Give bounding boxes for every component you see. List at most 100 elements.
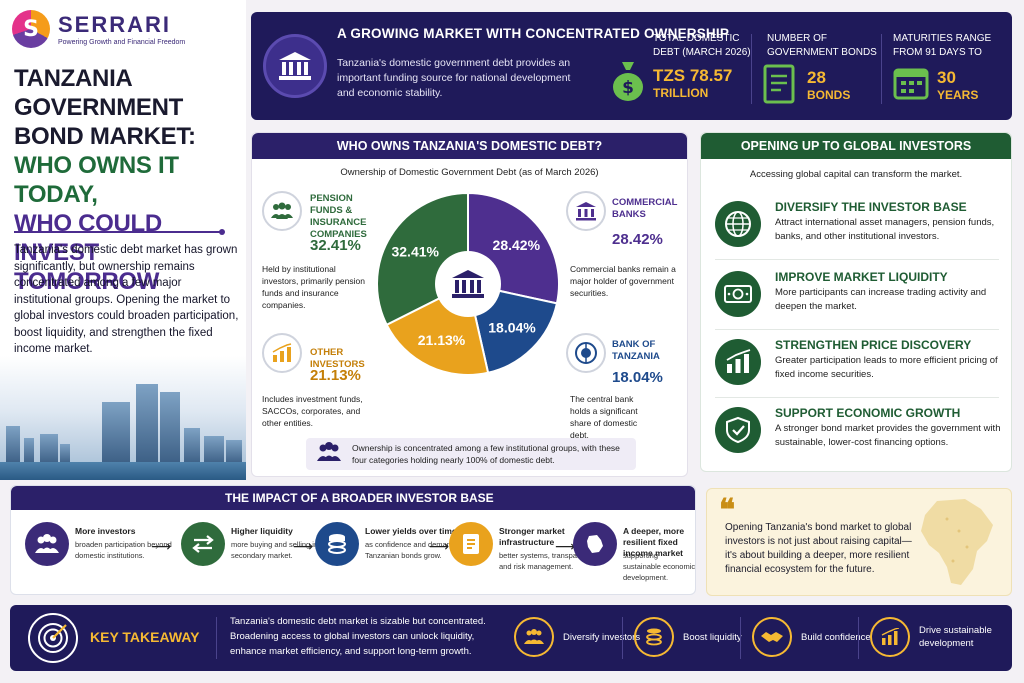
- divider: [715, 329, 999, 330]
- segment-bank-of-tanzania: Bank of Tanzania 18.04% The central bank…: [566, 333, 684, 440]
- pie-label-3: 21.13%: [418, 332, 466, 348]
- global-investors-panel: OPENING UP TO GLOBAL INVESTORS Accessing…: [700, 132, 1012, 472]
- impact-heading: THE IMPACT OF A BROADER INVESTOR BASE: [11, 486, 695, 510]
- bar-chart-icon: [715, 339, 761, 385]
- cash-icon: [715, 271, 761, 317]
- africa-map-icon: [921, 499, 993, 585]
- segment-other-investors: Other investors 21.13% Includes investme…: [262, 333, 374, 428]
- benefit-description: Greater participation leads to more effi…: [775, 355, 998, 380]
- benefit-title: Diversify the investor base: [775, 200, 967, 214]
- stat-value: 28: [807, 68, 826, 87]
- segment-description: The central bank holds a significant sha…: [570, 394, 638, 440]
- benefit-description: Attract international asset managers, pe…: [775, 217, 995, 242]
- global-subtitle: Accessing global capital can transform t…: [749, 169, 963, 180]
- pie-label-0: 32.41%: [391, 243, 439, 259]
- ownership-subtitle: Ownership of Domestic Government Debt (a…: [340, 167, 599, 178]
- step-title: More investors: [75, 526, 136, 536]
- stat-value: TZS 78.57: [653, 66, 733, 85]
- segment-description: Commercial banks remain a major holder o…: [570, 264, 676, 298]
- benefit-description: More participants can increase trading a…: [775, 287, 987, 312]
- growth-chart-icon: [262, 333, 302, 373]
- brand-name: SERRARI: [58, 12, 172, 37]
- takeaway-item-label: Diversify investors: [563, 631, 641, 643]
- takeaway-item-label: Drive sustainable development: [919, 625, 992, 649]
- people-icon: [25, 522, 69, 566]
- arrow-right-icon: ⟶: [555, 538, 576, 554]
- harbor-water: [0, 462, 246, 480]
- banner-title: A GROWING MARKET WITH CONCENTRATED OWNER…: [337, 26, 730, 41]
- segment-name: Other investors: [310, 347, 365, 370]
- arrow-right-icon: ⟶: [151, 538, 172, 554]
- divider: [740, 617, 741, 659]
- step-title: Higher liquidity: [231, 526, 293, 536]
- step-title: Stronger market infrastructure: [499, 526, 565, 547]
- key-takeaway-text: Tanzania's domestic debt market is sizab…: [230, 616, 486, 657]
- segment-percent: 21.13%: [310, 367, 361, 384]
- step-description: more buying and selling in the secondary…: [231, 540, 331, 560]
- brand-logo: S SERRARI Powering Growth and Financial …: [12, 10, 185, 48]
- stat-label: Total domestic debt (March 2026): [653, 33, 751, 58]
- quote-card: ❝ Opening Tanzania's bond market to glob…: [706, 488, 1012, 596]
- logo-mark-icon: S: [12, 10, 50, 48]
- segment-percent: 32.41%: [310, 237, 361, 254]
- benefit-title: Strengthen price discovery: [775, 338, 972, 352]
- quote-mark-icon: ❝: [719, 493, 736, 528]
- segment-name: Pension funds & insurance companies: [310, 193, 367, 240]
- shield-check-icon: [715, 407, 761, 453]
- stat-unit: BONDS: [807, 88, 851, 102]
- stat-unit: YEARS: [937, 88, 979, 102]
- pie-svg: 32.41% 28.42% 18.04% 21.13%: [376, 191, 560, 376]
- ownership-heading: WHO OWNS TANZANIA'S DOMESTIC DEBT?: [252, 133, 687, 159]
- svg-text:$: $: [622, 78, 634, 98]
- divider: [858, 617, 859, 659]
- benefit-title: Support economic growth: [775, 406, 961, 420]
- global-heading: OPENING UP TO GLOBAL INVESTORS: [701, 133, 1011, 159]
- title-line-3: who could invest tomorrow: [14, 210, 162, 295]
- benefit-liquidity: Improve market liquidity More participan…: [715, 267, 1005, 327]
- takeaway-item-diversify: Diversify investors: [514, 617, 643, 657]
- impact-step-lower-yields: Lower yields over time as confidence and…: [315, 522, 466, 566]
- segment-name: Commercial banks: [612, 197, 678, 220]
- quote-text: Opening Tanzania's bond market to global…: [725, 522, 912, 575]
- ownership-note: Ownership is concentrated among a few in…: [306, 438, 636, 470]
- money-bag-icon: $: [611, 60, 645, 107]
- benefit-economic-growth: Support economic growth A stronger bond …: [715, 403, 1005, 463]
- city-skyline-image: [0, 356, 246, 480]
- key-takeaway-bar: KEY TAKEAWAY Tanzania's domestic debt ma…: [10, 605, 1012, 671]
- divider: [715, 397, 999, 398]
- benefit-description: A stronger bond market provides the gove…: [775, 423, 1001, 448]
- left-column: S SERRARI Powering Growth and Financial …: [0, 0, 246, 480]
- ownership-panel: WHO OWNS TANZANIA'S DOMESTIC DEBT? Owner…: [251, 132, 688, 477]
- growth-chart-icon: [870, 617, 910, 657]
- benefit-price-discovery: Strengthen price discovery Greater parti…: [715, 335, 1005, 395]
- stat-divider: [751, 34, 752, 104]
- takeaway-item-label: Build confidence: [801, 631, 871, 643]
- seal-icon: [566, 333, 606, 373]
- ownership-note-text: Ownership is concentrated among a few in…: [352, 443, 620, 465]
- target-icon: [28, 613, 78, 663]
- step-title: A deeper, more resilient fixed income ma…: [623, 526, 685, 558]
- calendar-icon: [893, 64, 929, 105]
- banner-text: Tanzania's domestic government debt prov…: [337, 57, 571, 99]
- intro-text: Tanzania's domestic debt market has grow…: [14, 244, 239, 355]
- step-description: better systems, transparency, and risk m…: [499, 551, 597, 571]
- impact-step-resilient-market: A deeper, more resilient fixed income ma…: [573, 522, 695, 582]
- title-line-1: Tanzania Government Bond Market:: [14, 65, 196, 150]
- pie-center-hole: [435, 251, 501, 317]
- takeaway-item-liquidity: Boost liquidity: [634, 617, 763, 657]
- stat-label: Maturities range from 91 days to: [893, 33, 992, 58]
- divider: [715, 259, 999, 260]
- segment-percent: 18.04%: [612, 369, 663, 386]
- divider: [216, 617, 217, 659]
- segment-commercial-banks: Commercial banks 28.42% Commercial banks…: [566, 191, 684, 298]
- benefit-title: Improve market liquidity: [775, 270, 948, 284]
- bank-icon: [566, 191, 606, 231]
- divider: [622, 617, 623, 659]
- segment-percent: 28.42%: [612, 231, 663, 248]
- step-title: Lower yields over time: [365, 526, 457, 536]
- brand-tagline: Powering Growth and Financial Freedom: [58, 39, 186, 46]
- map-icon: [573, 522, 617, 566]
- stat-unit: TRILLION: [653, 86, 709, 100]
